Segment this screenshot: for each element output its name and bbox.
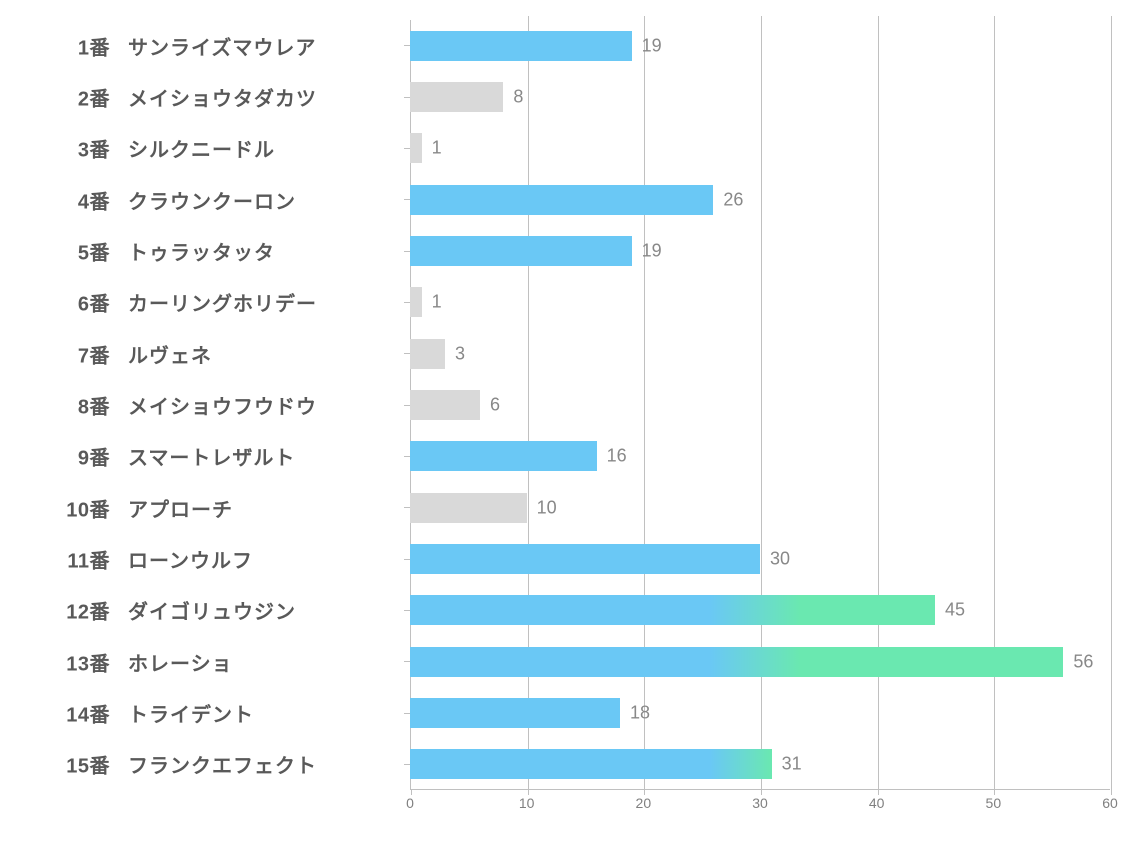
- bar: [410, 390, 480, 420]
- bar-row: 11番ローンウルフ 30: [40, 533, 1110, 584]
- bar: [410, 441, 597, 471]
- row-number: 14番: [40, 698, 110, 727]
- bar: [410, 82, 503, 112]
- bar-row: 1番サンライズマウレア 19: [40, 20, 1110, 71]
- x-axis-label: 40: [867, 795, 887, 811]
- value-label: 26: [723, 189, 743, 210]
- row-number: 15番: [40, 750, 110, 779]
- bar-row: 4番クラウンクーロン 26: [40, 174, 1110, 225]
- row-label: 1番サンライズマウレア: [40, 31, 395, 60]
- row-name: スマートレザルト: [128, 442, 295, 471]
- bar: [410, 133, 422, 163]
- bar-row: 13番ホレーショ 56: [40, 636, 1110, 687]
- row-number: 2番: [40, 82, 110, 111]
- row-name: メイショウタダカツ: [128, 82, 317, 111]
- bar-row: 14番トライデント 18: [40, 687, 1110, 738]
- row-name: トゥラッタッタ: [128, 236, 275, 265]
- value-label: 16: [607, 446, 627, 467]
- bar: [410, 698, 620, 728]
- value-label: 8: [513, 86, 523, 107]
- row-label: 15番フランクエフェクト: [40, 750, 395, 779]
- value-label: 19: [642, 240, 662, 261]
- bar: [410, 185, 713, 215]
- row-label: 5番トゥラッタッタ: [40, 236, 395, 265]
- bar: [410, 287, 422, 317]
- row-name: フランクエフェクト: [128, 750, 317, 779]
- row-number: 8番: [40, 390, 110, 419]
- row-label: 8番メイショウフウドウ: [40, 390, 395, 419]
- row-name: ダイゴリュウジン: [128, 596, 296, 625]
- row-number: 6番: [40, 288, 110, 317]
- bar: [410, 595, 935, 625]
- row-label: 12番ダイゴリュウジン: [40, 596, 395, 625]
- row-number: 11番: [40, 544, 110, 573]
- row-number: 9番: [40, 442, 110, 471]
- row-label: 4番クラウンクーロン: [40, 185, 395, 214]
- row-name: サンライズマウレア: [128, 31, 316, 60]
- value-label: 1: [432, 292, 442, 313]
- value-label: 45: [945, 600, 965, 621]
- row-label: 6番カーリングホリデー: [40, 288, 395, 317]
- value-label: 6: [490, 394, 500, 415]
- x-axis-label: 20: [633, 795, 653, 811]
- row-label: 2番メイショウタダカツ: [40, 82, 395, 111]
- bar-chart: 01020304050601番サンライズマウレア192番メイショウタダカツ83番…: [40, 20, 1110, 830]
- x-axis-label: 10: [517, 795, 537, 811]
- row-label: 11番ローンウルフ: [40, 544, 395, 573]
- row-number: 12番: [40, 596, 110, 625]
- x-axis-label: 30: [750, 795, 770, 811]
- row-name: アプローチ: [128, 493, 233, 522]
- bar: [410, 749, 772, 779]
- bar-row: 3番シルクニードル 1: [40, 123, 1110, 174]
- bar: [410, 339, 445, 369]
- value-label: 3: [455, 343, 465, 364]
- row-number: 7番: [40, 339, 110, 368]
- bar: [410, 493, 527, 523]
- row-label: 14番トライデント: [40, 698, 395, 727]
- x-axis-label: 60: [1100, 795, 1120, 811]
- bar: [410, 647, 1063, 677]
- row-number: 5番: [40, 236, 110, 265]
- x-axis-label: 50: [983, 795, 1003, 811]
- row-name: シルクニードル: [128, 134, 275, 163]
- bar-row: 7番ルヴェネ 3: [40, 328, 1110, 379]
- value-label: 10: [537, 497, 557, 518]
- row-name: カーリングホリデー: [128, 288, 317, 317]
- row-number: 4番: [40, 185, 110, 214]
- row-label: 9番スマートレザルト: [40, 442, 395, 471]
- bar-row: 9番スマートレザルト 16: [40, 431, 1110, 482]
- row-name: ルヴェネ: [128, 339, 212, 368]
- bar: [410, 544, 760, 574]
- row-name: クラウンクーロン: [128, 185, 296, 214]
- bar-row: 6番カーリングホリデー 1: [40, 277, 1110, 328]
- value-label: 18: [630, 702, 650, 723]
- row-name: ローンウルフ: [128, 544, 253, 573]
- bar-row: 5番トゥラッタッタ 19: [40, 225, 1110, 276]
- row-name: ホレーショ: [128, 647, 233, 676]
- row-number: 13番: [40, 647, 110, 676]
- bar-row: 2番メイショウタダカツ 8: [40, 71, 1110, 122]
- bar-row: 8番メイショウフウドウ 6: [40, 379, 1110, 430]
- row-name: メイショウフウドウ: [128, 390, 317, 419]
- bar: [410, 236, 632, 266]
- bar-row: 10番アプローチ 10: [40, 482, 1110, 533]
- value-label: 1: [432, 138, 442, 159]
- value-label: 31: [782, 754, 802, 775]
- row-number: 1番: [40, 31, 110, 60]
- value-label: 19: [642, 35, 662, 56]
- row-number: 3番: [40, 134, 110, 163]
- x-axis-label: 0: [400, 795, 420, 811]
- bar: [410, 31, 632, 61]
- row-label: 3番シルクニードル: [40, 134, 395, 163]
- row-label: 7番ルヴェネ: [40, 339, 395, 368]
- value-label: 30: [770, 548, 790, 569]
- row-label: 10番アプローチ: [40, 493, 395, 522]
- bar-row: 15番フランクエフェクト 31: [40, 739, 1110, 790]
- row-label: 13番ホレーショ: [40, 647, 395, 676]
- gridline: [1111, 16, 1112, 789]
- bar-row: 12番ダイゴリュウジン 45: [40, 585, 1110, 636]
- value-label: 56: [1073, 651, 1093, 672]
- row-number: 10番: [40, 493, 110, 522]
- row-name: トライデント: [128, 698, 254, 727]
